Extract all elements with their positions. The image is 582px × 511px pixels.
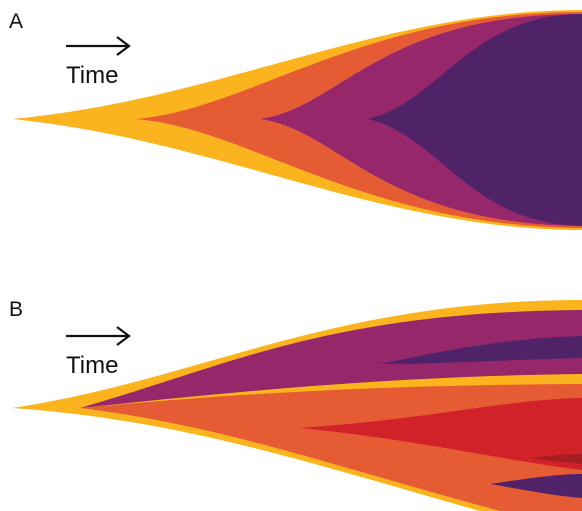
panel-b-lower-purple-layer (490, 474, 582, 498)
panel-b-red-layer (300, 398, 582, 470)
panel-a-label: A (9, 10, 24, 33)
panel-b-dark-red-layer (530, 454, 582, 464)
panel-b-muller-plot (12, 300, 582, 511)
panel-a-muller-plot (12, 10, 582, 230)
panel-b-upper-purple-layer (380, 336, 582, 364)
panel-b-label: B (9, 298, 24, 321)
panel-b-time-label: Time (66, 352, 119, 379)
panel-b-time-arrow (66, 326, 131, 346)
panel-a-time-label: Time (66, 62, 119, 89)
panel-a-purple-layer (368, 14, 582, 226)
panel-b-magenta-layer (80, 310, 582, 408)
panel-a-time-arrow (66, 36, 131, 56)
